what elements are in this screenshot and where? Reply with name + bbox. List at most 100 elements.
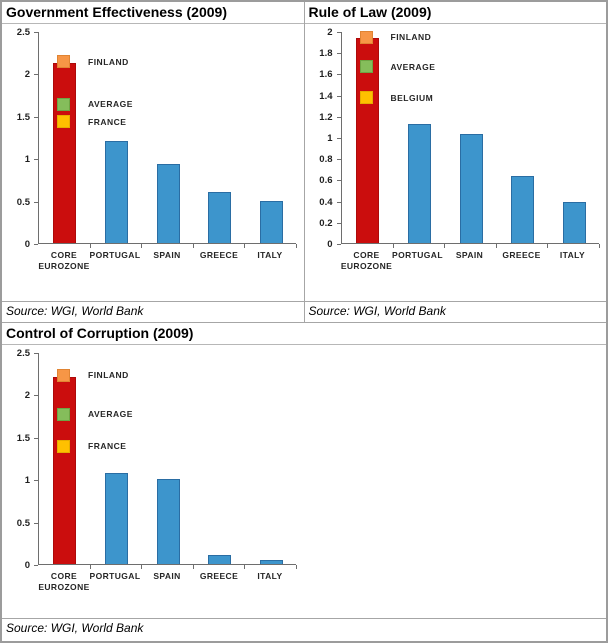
y-axis-tick [34,201,38,203]
x-axis-tick [193,244,194,248]
y-axis-tick-label: 1 [24,154,30,166]
chart-title-control-of-corruption: Control of Corruption (2009) [2,323,606,345]
x-axis-tick [598,244,600,248]
x-axis-tick [296,565,297,569]
y-axis-tick [336,53,341,55]
bar-spain [157,479,180,564]
panel-government-effectiveness: Government Effectiveness (2009) 0 0.5 1 1.5… [2,2,304,322]
plot-area [38,32,296,244]
plot-area [38,353,296,565]
x-axis-tick [244,244,245,248]
x-axis-tick [443,244,445,248]
category-label-core-eurozone: CORE EUROZONE [38,571,90,592]
x-axis-tick [141,244,142,248]
plot-area [340,32,599,244]
bar-greece [510,176,534,243]
y-axis-tick-label: 1.8 [319,48,333,60]
bar-italy [260,560,283,564]
marker-label-average: AVERAGE [88,409,133,419]
marker-label-finland: FINLAND [88,370,129,380]
chart-rule-of-law: 0 0.2 0.4 0.6 0.8 1 1.2 1.4 1.6 1.8 2 CORE EUROZONE… [305,24,607,301]
y-axis-tick [34,244,38,245]
y-axis-tick-label: 0 [24,239,30,250]
y-axis-tick-label: 1.5 [16,432,30,444]
category-label-italy: ITALY [559,250,586,260]
y-axis-tick-label: 2.5 [16,27,30,38]
marker-label-france: FRANCE [88,117,127,127]
category-label-italy: ITALY [257,571,283,581]
bar-greece [208,555,231,564]
y-axis-tick [336,74,341,76]
category-label-greece: GREECE [199,571,239,581]
y-axis-tick [34,32,38,33]
source-text: Source: WGI, World Bank [6,621,144,635]
marker-label-average: AVERAGE [88,99,133,109]
y-axis-tick-label: 2 [24,69,30,81]
y-axis-tick [336,138,341,139]
source-note: Source: WGI, World Bank [2,301,304,322]
chart-control-of-corruption: 0 0.5 1 1.5 2 2.5 CORE EUROZONE PORTUGAL SPAIN GR… [2,345,305,618]
marker-finland-icon [359,31,373,44]
category-label-portugal: PORTUGAL [89,571,141,581]
marker-label-france: FRANCE [88,441,127,451]
y-axis-tick [34,395,38,397]
bar-greece [208,192,231,243]
bar-italy [562,202,586,243]
top-row: Government Effectiveness (2009) 0 0.5 1 1.5… [2,2,606,322]
y-axis-tick-label: 2 [24,390,30,402]
bar-portugal [105,473,128,564]
x-axis-tick [392,244,394,248]
marker-france-icon [57,115,70,128]
y-axis-tick-label: 1.4 [319,90,333,102]
y-axis-tick [336,244,341,245]
y-axis-tick-label: 2.5 [16,348,30,359]
y-axis-tick-label: 0.2 [319,217,333,229]
y-axis-tick [336,222,341,224]
y-axis-tick [336,159,341,161]
category-label-spain: SPAIN [153,571,181,581]
y-axis-tick [34,522,38,524]
y-axis-tick [34,159,38,161]
panel-control-of-corruption: Control of Corruption (2009) 0 0.5 1 1.5 2 2.… [2,322,606,639]
y-axis-tick [34,437,38,439]
source-text: Source: WGI, World Bank [6,304,144,318]
category-label-italy: ITALY [257,250,283,260]
category-label-portugal: PORTUGAL [89,250,141,260]
x-axis-tick [495,244,497,248]
marker-label-belgium: BELGIUM [390,93,434,103]
bar-portugal [407,124,431,243]
marker-average-icon [57,98,70,111]
y-axis-tick-label: 0.4 [319,196,333,208]
chart-title-rule-of-law: Rule of Law (2009) [304,2,606,24]
y-axis-tick-label: 2 [327,27,333,38]
source-text: Source: WGI, World Bank [308,304,446,318]
marker-finland-icon [57,369,70,382]
bar-spain [459,134,483,243]
y-axis-tick-label: 1 [327,133,333,144]
chart-government-effectiveness: 0 0.5 1 1.5 2 2.5 CORE EUROZONE PORTUGAL SPAIN GR… [2,24,304,301]
category-label-greece: GREECE [199,250,239,260]
x-axis-tick [141,565,142,569]
bottom-chart-wrap: 0 0.5 1 1.5 2 2.5 CORE EUROZONE PORTUGAL SPAIN GR… [2,345,606,618]
y-axis-tick [336,180,341,182]
source-note: Source: WGI, World Bank [304,301,606,322]
x-axis-tick [193,565,194,569]
x-axis-tick [90,565,91,569]
x-axis-tick [244,565,245,569]
bar-spain [157,164,180,243]
y-axis-tick-label: 0 [327,239,333,250]
y-axis-tick-label: 1.5 [16,111,30,123]
y-axis-tick [336,32,341,33]
y-axis-tick [34,565,38,566]
bar-core-eurozone [53,63,76,243]
y-axis-tick-label: 1.6 [319,69,333,81]
y-axis-tick-label: 0 [24,560,30,571]
y-axis-tick-label: 0.5 [16,517,30,529]
marker-label-finland: FINLAND [390,32,432,42]
y-axis-tick [34,116,38,118]
category-label-core-eurozone: CORE EUROZONE [340,250,393,271]
y-axis-tick [336,116,341,118]
marker-france-icon [57,440,70,453]
marker-belgium-icon [359,91,373,104]
category-label-portugal: PORTUGAL [392,250,443,260]
